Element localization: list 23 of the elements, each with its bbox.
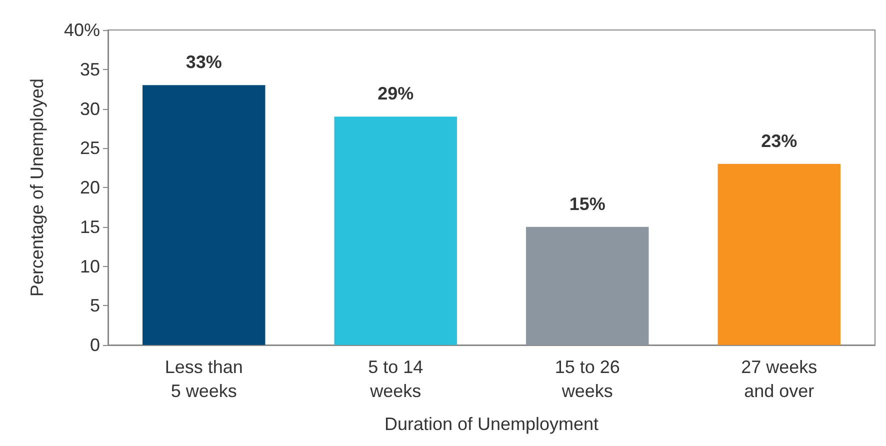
data-label: 15% [569,194,606,214]
y-tick-label: 40% [64,20,100,40]
y-tick-label: 20 [80,178,100,198]
bar [142,85,266,345]
x-tick-label: 15 to 26 weeks [554,357,620,401]
y-tick-label: 25 [80,138,100,158]
y-axis-title: Percentage of Unemployed [27,78,47,297]
bar [718,164,840,345]
y-tick-label: 0 [90,335,100,355]
y-tick-label: 10 [80,256,100,276]
y-tick-label: 35 [80,59,100,80]
x-tick-label: Less than 5 weeks [164,357,243,401]
x-axis-title: Duration of Unemployment [384,414,599,434]
y-tick-label: 5 [90,296,100,316]
y-tick-label: 15 [80,216,100,237]
data-label: 33% [186,52,222,72]
bar [334,116,457,345]
data-label: 29% [378,84,414,104]
x-tick-label: 27 weeks and over [741,357,818,401]
x-tick-label: 5 to 14 weeks [368,357,424,401]
y-tick-label: 30 [80,98,100,119]
bar [526,226,649,345]
data-label: 23% [761,130,798,151]
